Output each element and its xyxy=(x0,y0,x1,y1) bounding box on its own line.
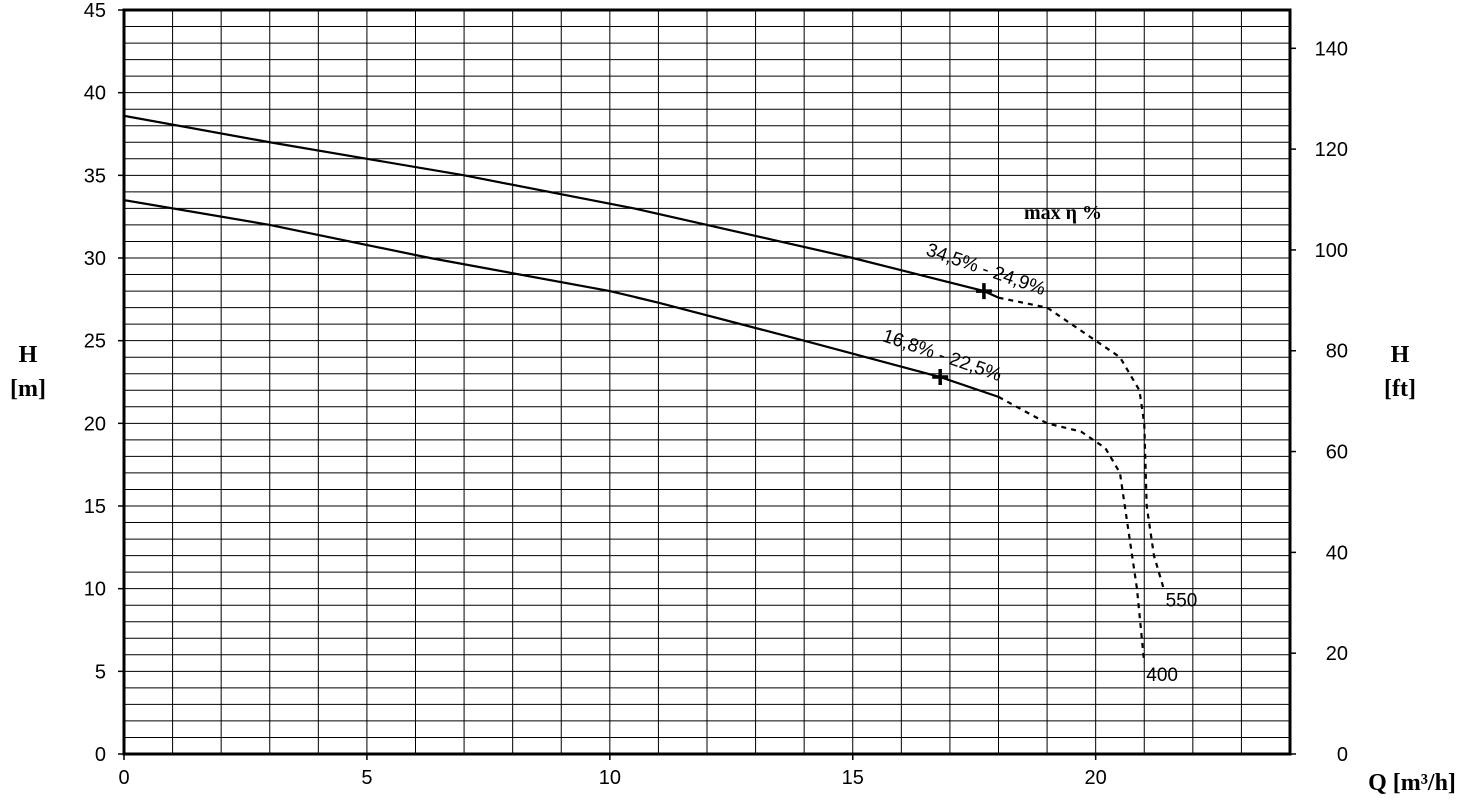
x-tick-label: 10 xyxy=(599,767,621,789)
y-tick-label: 45 xyxy=(84,0,106,22)
x-tick-label: 20 xyxy=(1085,767,1107,789)
y2-tick-label: 120 xyxy=(1315,139,1348,161)
curve-label: 400 xyxy=(1146,665,1178,686)
x-label: Q [m³/h] xyxy=(1368,770,1456,796)
x-tick-label: 15 xyxy=(842,767,864,789)
marker xyxy=(975,283,992,300)
curve-label: 550 xyxy=(1166,591,1198,612)
x-tick-label: 5 xyxy=(361,767,372,789)
annotation: max η % xyxy=(1024,202,1102,224)
y-tick-label: 35 xyxy=(84,165,106,187)
y-tick-label: 10 xyxy=(84,579,106,601)
y-tick-label: 30 xyxy=(84,248,106,270)
y-tick-label: 15 xyxy=(84,496,106,518)
y2-tick-label: 80 xyxy=(1326,341,1348,363)
y-label-line2: [m] xyxy=(10,376,46,402)
y-tick-label: 40 xyxy=(84,83,106,105)
y-tick-label: 0 xyxy=(95,744,106,766)
y-tick-label: 5 xyxy=(95,661,106,683)
y2-label-line1: H xyxy=(1391,342,1410,368)
curve-solid xyxy=(123,199,999,398)
y2-tick-label: 0 xyxy=(1337,744,1348,766)
y2-tick-label: 60 xyxy=(1326,442,1348,464)
y2-tick-label: 100 xyxy=(1315,240,1348,262)
y2-label-line2: [ft] xyxy=(1384,376,1416,402)
curve-dashed xyxy=(997,395,1146,664)
y2-tick-label: 20 xyxy=(1326,643,1348,665)
y-tick-label: 20 xyxy=(84,413,106,435)
y2-tick-label: 40 xyxy=(1326,542,1348,564)
marker xyxy=(932,369,949,386)
y-tick-label: 25 xyxy=(84,331,106,353)
curve-solid xyxy=(123,114,999,299)
curve-dashed xyxy=(998,296,1165,589)
y2-tick-label: 140 xyxy=(1315,38,1348,60)
x-tick-label: 0 xyxy=(118,767,129,789)
y-label-line1: H xyxy=(19,342,38,368)
plot-frame xyxy=(122,8,1292,756)
